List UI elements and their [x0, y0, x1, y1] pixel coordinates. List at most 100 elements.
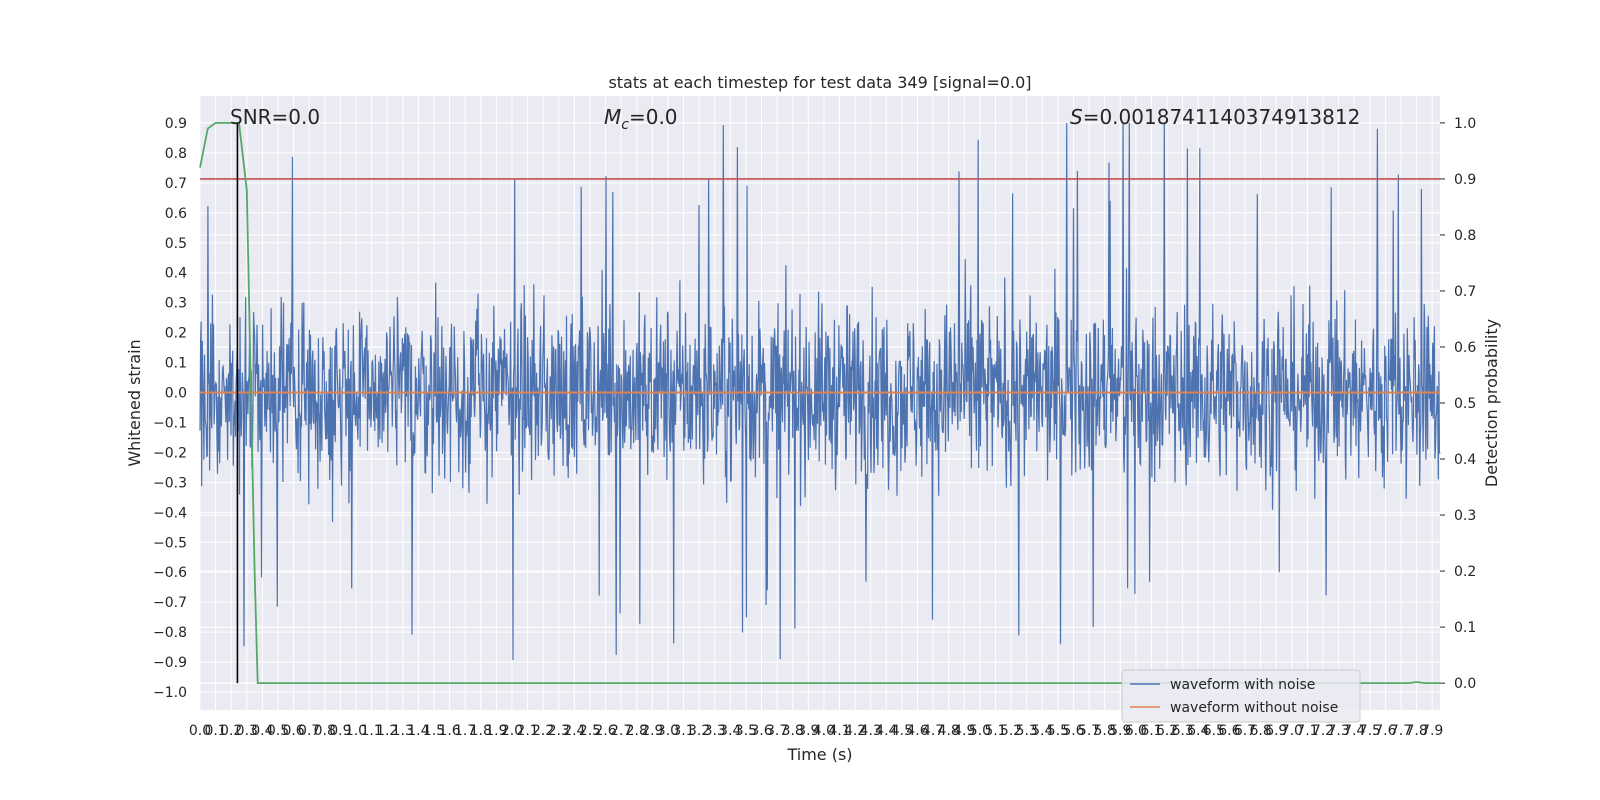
y-tick-label: 0.7: [165, 176, 187, 192]
y-tick-label: 0.6: [165, 206, 187, 222]
y-tick-label: −0.3: [153, 475, 187, 491]
legend-label-no-noise: waveform without noise: [1170, 700, 1338, 716]
x-tick-label: 7.0: [1281, 723, 1303, 739]
x-tick-label: 4.2: [844, 723, 866, 739]
x-tick-label: 7.7: [1390, 723, 1412, 739]
x-tick-label: 7.1: [1296, 723, 1318, 739]
annotation-s: S=0.0018741140374913812: [1070, 105, 1360, 129]
y-tick-label: −0.5: [153, 535, 187, 551]
y2-tick-label: 0.5: [1454, 396, 1476, 412]
x-tick-label: 4.1: [828, 723, 850, 739]
x-tick-label: 7.2: [1312, 723, 1334, 739]
series-waveform-with-noise: [199, 122, 1441, 661]
x-tick-label: 0.8: [314, 723, 336, 739]
x-tick-label: 6.1: [1140, 723, 1162, 739]
annotation-snr: SNR=0.0: [230, 105, 320, 129]
x-tick-label: 5.5: [1047, 723, 1069, 739]
x-tick-label: 7.4: [1343, 723, 1365, 739]
x-tick-label: 7.8: [1405, 723, 1427, 739]
y2-axis-label: Detection probability: [1482, 319, 1501, 487]
legend-box: [1121, 669, 1361, 723]
x-tick-label: 3.6: [750, 723, 772, 739]
noise-waveform-path: [199, 122, 1441, 661]
annotation-mc-sub: c: [621, 117, 629, 133]
y-tick-label: 0.0: [165, 386, 187, 402]
legend: waveform with noise waveform without noi…: [1121, 669, 1361, 723]
y-tick-label: −0.2: [153, 445, 187, 461]
annotation-mc-value: =0.0: [629, 105, 678, 129]
x-tick-label: 1.4: [407, 723, 429, 739]
x-tick-label: 3.7: [766, 723, 788, 739]
x-tick-label: 7.6: [1374, 723, 1396, 739]
annotation-s-symbol: S: [1070, 105, 1083, 129]
y-tick-label: 0.1: [165, 356, 187, 372]
x-tick-label: 2.9: [641, 723, 663, 739]
y2-tick-label: 1.0: [1454, 116, 1476, 132]
x-tick-label: 0.4: [251, 723, 273, 739]
y-tick-label: −0.6: [153, 565, 187, 581]
x-tick-label: 1.2: [376, 723, 398, 739]
x-tick-label: 6.4: [1187, 723, 1209, 739]
x-tick-label: 0.3: [236, 723, 258, 739]
x-tick-label: 5.3: [1016, 723, 1038, 739]
x-tick-label: 3.3: [704, 723, 726, 739]
x-tick-label: 2.3: [548, 723, 570, 739]
legend-label-noise: waveform with noise: [1170, 677, 1315, 693]
x-tick-label: 5.1: [984, 723, 1006, 739]
x-tick-label: 0.2: [220, 723, 242, 739]
x-tick-label: 6.7: [1234, 723, 1256, 739]
x-tick-label: 6.9: [1265, 723, 1287, 739]
x-tick-label: 3.9: [797, 723, 819, 739]
x-tick-label: 5.8: [1094, 723, 1116, 739]
y2-tick-label: 0.8: [1454, 228, 1476, 244]
y-tick-label: 0.3: [165, 296, 187, 312]
x-tick-label: 4.5: [891, 723, 913, 739]
y-tick-label: −0.8: [153, 625, 187, 641]
x-tick-label: 2.2: [532, 723, 554, 739]
x-tick-label: 3.1: [672, 723, 694, 739]
x-tick-label: 4.4: [875, 723, 897, 739]
x-tick-label: 0.6: [282, 723, 304, 739]
y-tick-label: −1.0: [153, 685, 187, 701]
x-tick-label: 4.0: [813, 723, 835, 739]
x-tick-label: 2.0: [501, 723, 523, 739]
y2-tick-label: 0.4: [1454, 452, 1476, 468]
x-tick-label: 0.7: [298, 723, 320, 739]
y2-tick-label: 0.2: [1454, 564, 1476, 580]
x-tick-label: 3.8: [782, 723, 804, 739]
x-tick-label: 0.9: [329, 723, 351, 739]
x-tick-label: 1.1: [360, 723, 382, 739]
x-tick-label: 6.0: [1125, 723, 1147, 739]
x-tick-label: 7.5: [1359, 723, 1381, 739]
x-tick-label: 3.2: [688, 723, 710, 739]
y2-tick-label: 0.6: [1454, 340, 1476, 356]
y-tick-label: −0.7: [153, 595, 187, 611]
x-tick-label: 2.1: [516, 723, 538, 739]
x-tick-label: 6.6: [1218, 723, 1240, 739]
y-tick-label: 0.9: [165, 116, 187, 132]
x-tick-label: 5.6: [1062, 723, 1084, 739]
x-tick-label: 2.8: [626, 723, 648, 739]
x-tick-label: 4.3: [860, 723, 882, 739]
y2-tick-label: 0.0: [1454, 676, 1476, 692]
x-tick-label: 2.5: [579, 723, 601, 739]
x-axis-label: Time (s): [786, 745, 852, 764]
x-tick-label: 3.5: [735, 723, 757, 739]
y2-tick-label: 0.9: [1454, 172, 1476, 188]
x-tick-label: 0.0: [189, 723, 211, 739]
x-tick-label: 0.1: [204, 723, 226, 739]
series-lines: [199, 122, 1440, 684]
x-tick-label: 1.9: [485, 723, 507, 739]
y2-tick-label: 0.1: [1454, 620, 1476, 636]
x-tick-label: 4.8: [938, 723, 960, 739]
x-tick-label: 5.9: [1109, 723, 1131, 739]
y-axis-label: Whitened strain: [125, 339, 144, 466]
x-tick-label: 2.6: [594, 723, 616, 739]
x-tick-label: 1.0: [345, 723, 367, 739]
x-tick-label: 1.7: [454, 723, 476, 739]
y-tick-label: 0.4: [165, 266, 187, 282]
y-tick-label: −0.9: [153, 655, 187, 671]
annotation-mc-symbol: M: [604, 105, 621, 129]
x-tick-label: 4.9: [953, 723, 975, 739]
x-tick-label: 7.9: [1421, 723, 1443, 739]
